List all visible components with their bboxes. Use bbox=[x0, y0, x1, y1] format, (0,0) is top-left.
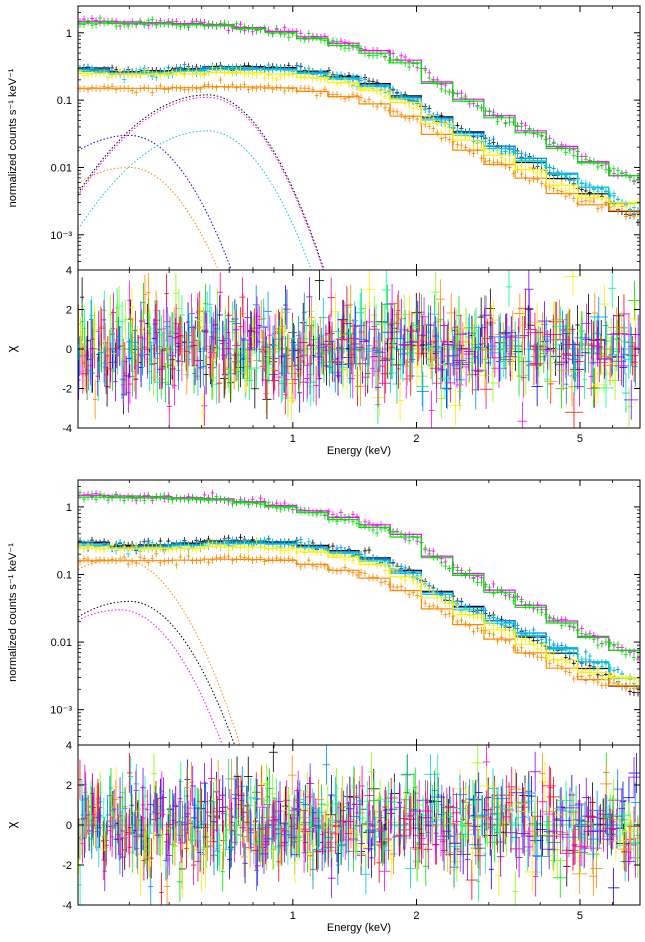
model-component-0 bbox=[78, 559, 243, 754]
model-component-1 bbox=[78, 97, 325, 276]
model-component-1 bbox=[78, 601, 239, 756]
model-component-0 bbox=[78, 95, 325, 274]
y-tick-label: -4 bbox=[62, 423, 72, 435]
model-component-2 bbox=[78, 135, 239, 289]
y-tick-label: 1 bbox=[66, 28, 72, 40]
top-residuals-panel: -4 -2 0 2 4 1 2 5 Energy (keV) χ bbox=[4, 257, 645, 457]
x-tick-label: 1 bbox=[290, 433, 296, 445]
y-axis-label: normalized counts s⁻¹ keV⁻¹ bbox=[7, 68, 19, 207]
model-component-2 bbox=[78, 610, 226, 756]
y-tick-label: 2 bbox=[66, 305, 72, 317]
y-tick-label: -2 bbox=[62, 384, 72, 396]
y-tick-label: 4 bbox=[66, 265, 72, 277]
x-tick-label: 2 bbox=[413, 433, 419, 445]
top-residuals-plot-area bbox=[76, 257, 645, 441]
top-spectrum-panel: 1 0.1 0.01 10⁻³ normalized counts s⁻¹ keV⁻¹ bbox=[7, 6, 640, 290]
y-tick-label: 0 bbox=[66, 344, 72, 356]
y-axis-label: χ bbox=[4, 345, 19, 352]
y-tick-label: 10⁻³ bbox=[50, 230, 72, 242]
model-step-6 bbox=[78, 73, 640, 203]
top-spectrum-plot-area bbox=[78, 15, 640, 290]
model-component-3 bbox=[78, 131, 317, 286]
model-component-4 bbox=[78, 168, 226, 289]
y-tick-label: 0.01 bbox=[51, 162, 72, 174]
x-tick-label: 5 bbox=[577, 433, 583, 445]
bottom-spectrum-plot-area bbox=[78, 489, 640, 756]
x-axis-label: Energy (keV) bbox=[327, 445, 391, 457]
y-tick-label: 0.1 bbox=[57, 95, 72, 107]
